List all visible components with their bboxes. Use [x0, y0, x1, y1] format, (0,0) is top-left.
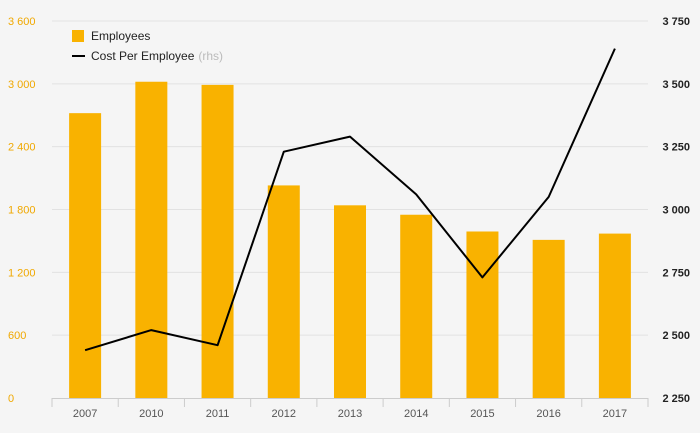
left-tick-label: 3 600 [8, 16, 36, 28]
bar-employees-2017 [598, 233, 631, 398]
right-tick-label: 3 000 [662, 205, 690, 217]
legend-employees-swatch [72, 30, 84, 42]
x-tick-label-2007: 2007 [73, 408, 97, 420]
bar-employees-2010 [135, 81, 168, 398]
bar-employees-2016 [532, 239, 565, 398]
bar-employees-2013 [334, 205, 366, 398]
cost-per-employee-line-group [84, 48, 616, 352]
x-tick-label-2010: 2010 [139, 408, 163, 420]
right-tick-label: 2 750 [662, 267, 690, 279]
cost-per-employee-line [84, 48, 616, 352]
left-tick-label: 2 400 [8, 142, 36, 154]
employees-bars [69, 81, 631, 399]
x-tick-label-2012: 2012 [272, 408, 296, 420]
bar-employees-2007 [69, 113, 102, 399]
x-tick-label-2015: 2015 [470, 408, 494, 420]
left-tick-label: 600 [8, 330, 26, 342]
x-tick-label-2013: 2013 [338, 408, 362, 420]
right-tick-label: 3 500 [662, 79, 690, 91]
left-tick-label: 0 [8, 393, 14, 405]
left-axis-ticks: 0 600 1 200 1 800 2 400 3 000 3 600 [8, 16, 36, 405]
bar-employees-2014 [400, 214, 433, 398]
right-tick-label: 3 750 [662, 16, 690, 28]
x-tick-label-2014: 2014 [404, 408, 428, 420]
left-tick-label: 3 000 [8, 79, 36, 91]
legend-cost-note: (rhs) [198, 49, 223, 63]
left-tick-label: 1 800 [8, 205, 36, 217]
legend-employees-label: Employees [91, 29, 150, 43]
bar-employees-2011 [201, 84, 234, 398]
x-tick-label-2011: 2011 [206, 408, 230, 420]
x-axis [51, 398, 649, 407]
x-tick-label-2016: 2016 [536, 408, 560, 420]
legend: Employees Cost Per Employee (rhs) [72, 29, 223, 63]
right-tick-label: 3 250 [662, 142, 690, 154]
bar-employees-2012 [267, 185, 300, 398]
left-tick-label: 1 200 [8, 267, 36, 279]
right-axis-ticks: 2 250 2 500 2 750 3 000 3 250 3 500 3 750 [662, 16, 690, 405]
legend-cost-name: Cost Per Employee [91, 49, 195, 63]
bar-employees-2015 [466, 231, 499, 398]
x-axis-ticks: 2007 2010 2011 2012 2013 2014 2015 2016 2017 [73, 408, 627, 420]
x-tick-label-2017: 2017 [603, 408, 627, 420]
right-tick-label: 2 250 [662, 393, 690, 405]
legend-cost-label: Cost Per Employee (rhs) [91, 49, 223, 63]
right-tick-label: 2 500 [662, 330, 690, 342]
